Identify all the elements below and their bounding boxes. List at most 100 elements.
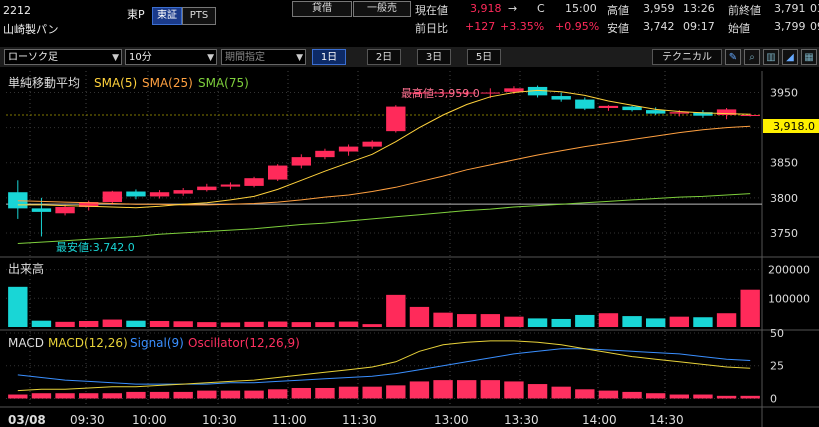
period-3d-button[interactable]: 3日 [417, 49, 451, 65]
open-value: 3,799 [774, 20, 806, 33]
oscillator-bar [527, 384, 548, 399]
volume-bar [551, 318, 571, 327]
oscillator-bar [31, 393, 52, 399]
macd-tick-label: 25 [770, 360, 784, 373]
oscillator-bar [457, 380, 477, 399]
candle-body [457, 92, 477, 94]
oscillator-bar [646, 393, 666, 399]
candle-body [149, 192, 170, 197]
quote-header: 2212 山崎製パン 東P 東証 PTS 貸借 一般売 現在値 3,918 → … [0, 0, 819, 44]
chevron-down-icon: ▼ [112, 53, 119, 63]
stock-code: 2212 [3, 4, 31, 17]
volume-bar [409, 306, 430, 327]
x-axis-time: 11:00 [272, 413, 307, 427]
volume-bar [646, 318, 666, 327]
volume-bar [433, 312, 453, 327]
volume-title: 出来高 [8, 261, 44, 276]
period-2d-button[interactable]: 2日 [367, 49, 401, 65]
zoom-icon[interactable]: ⌕ [744, 49, 760, 65]
candle-body [102, 191, 122, 203]
macd-line [17, 340, 751, 392]
chart-type-select[interactable]: ローソク足 ▼ [4, 49, 122, 65]
candle-body [480, 92, 500, 94]
candle-body [79, 202, 99, 207]
oscillator-bar [362, 386, 382, 399]
oscillator-bar [575, 389, 595, 399]
x-axis-time: 10:00 [132, 413, 167, 427]
candle-body [126, 191, 146, 197]
candle-body [693, 112, 713, 116]
indicator-lines [17, 89, 751, 392]
oscillator-bar [740, 395, 760, 399]
oscillator-bar [409, 381, 430, 399]
x-axis-time: 11:30 [342, 413, 377, 427]
current-price-flag: C [537, 2, 545, 15]
sma25-legend: SMA(25) [142, 76, 193, 90]
candle-body [551, 96, 571, 100]
signal-legend: Signal(9) [130, 336, 184, 350]
tab-pts[interactable]: PTS [182, 7, 216, 25]
prev-close-value: 3,791 [774, 2, 806, 15]
candle-body [622, 106, 642, 111]
candle-body [598, 105, 619, 108]
oscillator-bar [551, 386, 571, 399]
interval-select[interactable]: 10分 ▼ [125, 49, 217, 65]
oscillator-bar [268, 389, 288, 399]
drawing-tools-icon[interactable]: ▥ [763, 49, 779, 65]
last-price-tag [763, 119, 819, 133]
oscillator-bar [102, 393, 122, 399]
period-1d-button[interactable]: 1日 [312, 49, 346, 65]
price-tick-label: 3850 [770, 157, 798, 170]
price-chart[interactable]: 395039003850380037502000001000005025003/… [0, 71, 819, 427]
volume-bar [480, 314, 500, 327]
candle-body [268, 165, 288, 180]
high-label: 高値 [607, 4, 629, 17]
candle-body [409, 92, 430, 94]
oscillator-bar [315, 387, 335, 399]
oscillator-bar [220, 390, 241, 399]
x-axis-date: 03/08 [8, 413, 46, 427]
x-axis-time: 14:30 [649, 413, 684, 427]
candle-body [55, 206, 75, 214]
volume-bar [457, 314, 477, 327]
volume-bar [173, 321, 193, 327]
oscillator-bar [386, 385, 406, 399]
volume-bar [740, 289, 760, 327]
volume-bar [102, 319, 122, 327]
change-percent: +3.35% [500, 20, 545, 33]
oscillator-bar [291, 387, 311, 399]
current-price-time: 15:00 [565, 2, 597, 15]
settings-icon[interactable]: ▦ [801, 49, 817, 65]
volume-bar [315, 322, 335, 327]
volume-bar [338, 321, 359, 327]
volume-bar [504, 316, 524, 327]
candle-body [386, 106, 406, 132]
oscillator-bar [504, 381, 524, 399]
low-marker: 最安値:3,742.0 [56, 240, 135, 254]
candle-body [716, 109, 737, 116]
candle-body [646, 110, 666, 114]
chevron-down-icon: ▼ [296, 53, 303, 63]
candle-body [575, 99, 595, 109]
technical-button[interactable]: テクニカル [652, 49, 722, 65]
volume-tick-label: 100000 [768, 292, 810, 305]
general-sell-button[interactable]: 一般売 [353, 1, 411, 17]
oscillator-bar [716, 395, 737, 399]
period-5d-button[interactable]: 5日 [467, 49, 501, 65]
candle-body [291, 157, 311, 166]
area-chart-icon[interactable]: ◢ [782, 49, 798, 65]
volume-bar [622, 316, 642, 327]
oscillator-bar [693, 394, 713, 399]
candle-body [740, 115, 760, 117]
oscillator-bar [622, 391, 642, 399]
prev-close-date: 03 [810, 2, 819, 15]
tab-tse[interactable]: 東証 [152, 7, 182, 25]
sma25-line [17, 125, 751, 206]
pencil-icon[interactable]: ✎ [725, 49, 741, 65]
period-select[interactable]: 期間指定 ▼ [221, 49, 306, 65]
macd-tick-label: 0 [770, 392, 777, 405]
volume-bar [31, 320, 52, 327]
lend-button[interactable]: 貸借 [292, 1, 352, 17]
oscillator-bar [598, 390, 619, 399]
volume-bar [149, 320, 170, 327]
